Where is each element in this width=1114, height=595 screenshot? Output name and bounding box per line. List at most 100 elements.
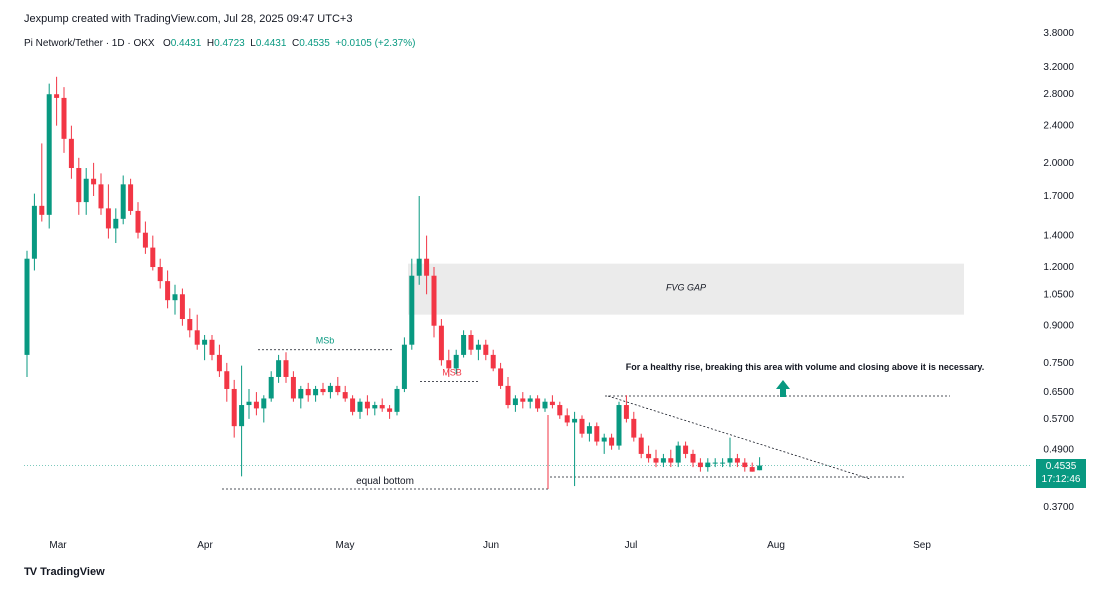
candle-body — [520, 398, 526, 402]
candle-body — [586, 426, 592, 434]
y-tick-label: 0.3700 — [1043, 502, 1074, 513]
candle-body — [216, 354, 222, 372]
y-tick-label: 3.2000 — [1043, 62, 1074, 73]
candle-body — [261, 398, 267, 409]
candle-body — [98, 184, 104, 209]
candle-body — [564, 415, 570, 423]
candle-body — [668, 458, 674, 463]
candle-body — [194, 330, 200, 345]
candle-body — [157, 267, 163, 282]
candle-body — [675, 445, 681, 463]
candle-body — [720, 462, 726, 464]
x-tick-label: May — [336, 540, 355, 551]
candle-body — [483, 344, 489, 355]
candle-body — [31, 205, 37, 259]
chart-credit: Jexpump created with TradingView.com, Ju… — [24, 13, 353, 25]
candle-body — [727, 458, 733, 463]
candle-body — [68, 138, 74, 169]
x-tick-label: Apr — [197, 540, 213, 551]
candle-body — [549, 401, 555, 406]
candle-body — [601, 437, 607, 442]
candle-body — [179, 294, 185, 320]
candle-body — [646, 453, 652, 459]
candle-body — [409, 275, 415, 345]
symbol-name[interactable]: Pi Network/Tether · 1D · OKX — [24, 38, 155, 49]
candle-body — [142, 232, 148, 248]
candle-body — [697, 462, 703, 468]
candle-body — [276, 360, 282, 377]
candle-body — [320, 388, 326, 393]
candle-body — [91, 178, 97, 185]
y-tick-label: 0.7500 — [1043, 358, 1074, 369]
tradingview-logo[interactable]: TV TradingView — [24, 566, 105, 578]
x-tick-label: Aug — [767, 540, 785, 551]
candle-body — [572, 418, 578, 423]
fvg-label: FVG GAP — [666, 283, 706, 293]
candle-body — [616, 405, 622, 446]
candle-body — [24, 258, 30, 355]
candle-body — [690, 453, 696, 463]
candle-body — [394, 388, 400, 412]
x-tick-label: Mar — [49, 540, 67, 551]
fvg-zone — [408, 263, 964, 315]
candle-body — [535, 398, 541, 409]
candle-body — [83, 178, 89, 203]
candle-body — [712, 462, 718, 464]
candle-body — [187, 319, 193, 331]
candle-body — [364, 401, 370, 409]
candle-body — [557, 405, 563, 416]
candle-body — [475, 344, 481, 350]
arrow-up-icon — [776, 380, 790, 397]
candle-body — [631, 418, 637, 438]
candle-body — [705, 462, 711, 468]
candle-body — [61, 97, 67, 139]
candle-body — [683, 445, 689, 454]
y-tick-label: 0.6500 — [1043, 387, 1074, 398]
candle-body — [416, 258, 422, 276]
candle-body — [653, 458, 659, 463]
candle-body — [135, 210, 141, 233]
candle-body — [46, 94, 52, 215]
candle-body — [609, 437, 615, 446]
candle-body — [638, 437, 644, 454]
y-tick-label: 1.7000 — [1043, 191, 1074, 202]
candle-body — [372, 405, 378, 409]
msb-left-label: MSb — [316, 336, 335, 346]
candle-body — [401, 344, 407, 389]
candle-body — [327, 385, 333, 393]
y-tick-label: 0.4900 — [1043, 445, 1074, 456]
candle-body — [335, 385, 341, 393]
candle-body — [202, 339, 208, 345]
candle-body — [490, 354, 496, 369]
y-tick-label: 1.4000 — [1043, 231, 1074, 242]
open-label: O — [162, 38, 171, 49]
candle-body — [76, 168, 82, 203]
equal-bottom-label: equal bottom — [356, 476, 414, 487]
candle-body — [246, 401, 252, 406]
y-tick-label: 2.8000 — [1043, 89, 1074, 100]
candle-body — [172, 294, 178, 301]
candle-body — [424, 258, 430, 276]
candle-body — [468, 334, 474, 350]
candle-body — [734, 458, 740, 463]
symbol-info: Pi Network/Tether · 1D · OKX O0.4431 H0.… — [24, 38, 415, 49]
msb-right-label: MSB — [442, 367, 462, 377]
open-value: 0.4431 — [170, 38, 202, 49]
candle-body — [165, 281, 171, 301]
tv-logo-text: TradingView — [40, 566, 105, 578]
candle-body — [350, 398, 356, 412]
low-value: 0.4431 — [255, 38, 287, 49]
tv-logo-icon: TV — [24, 566, 37, 578]
candle-body — [527, 398, 533, 402]
candle-body — [387, 408, 393, 412]
y-tick-label: 1.0500 — [1043, 289, 1074, 300]
x-tick-label: Sep — [913, 540, 931, 551]
last-price: 0.4535 — [1045, 461, 1077, 472]
candle-body — [757, 465, 763, 471]
y-tick-label: 1.2000 — [1043, 262, 1074, 273]
candle-body — [453, 354, 459, 369]
candle-body — [512, 398, 518, 406]
candle-body — [313, 388, 319, 396]
high-label: H — [206, 38, 215, 49]
